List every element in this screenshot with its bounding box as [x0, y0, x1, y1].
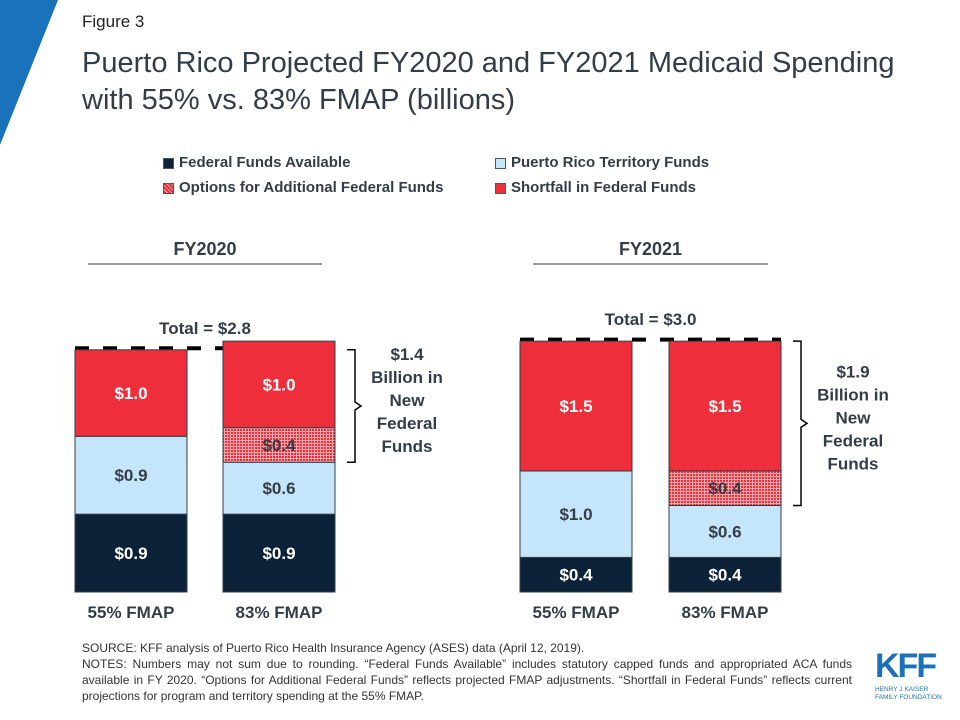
- segment-label: $0.9: [114, 466, 147, 485]
- legend-label: Shortfall in Federal Funds: [511, 179, 697, 196]
- bar-segment: [519, 470, 633, 558]
- source-text: SOURCE: KFF analysis of Puerto Rico Heal…: [82, 641, 585, 655]
- annotation-text: Funds: [828, 454, 879, 473]
- bar-category-label: 83% FMAP: [236, 603, 323, 622]
- legend-label: Options for Additional Federal Funds: [179, 179, 444, 196]
- bar-segment: [74, 349, 188, 437]
- bracket: [347, 349, 363, 463]
- bar-segment: [222, 461, 336, 515]
- annotation-text: $1.4: [390, 345, 424, 364]
- bar-category-label: 83% FMAP: [682, 603, 769, 622]
- logo-mark: KFF: [875, 647, 937, 685]
- segment-label: $0.6: [262, 479, 295, 498]
- annotation-text: Billion in: [371, 368, 443, 387]
- chart-title: Puerto Rico Projected FY2020 and FY2021 …: [82, 47, 895, 116]
- notes-text: NOTES: Numbers may not sum due to roundi…: [82, 657, 852, 703]
- segment-label: $0.9: [114, 544, 147, 563]
- bar-category-label: 55% FMAP: [88, 603, 175, 622]
- legend-swatch: [163, 157, 174, 169]
- bar-segment: [668, 470, 782, 506]
- segment-label: $1.0: [559, 505, 592, 524]
- bar-category-label: 55% FMAP: [533, 603, 620, 622]
- source-notes: SOURCE: KFF analysis of Puerto Rico Heal…: [82, 640, 852, 704]
- group-label: FY2020: [173, 239, 236, 259]
- annotation-text: Funds: [382, 437, 433, 456]
- segment-label: $1.0: [262, 375, 295, 394]
- legend-label: Federal Funds Available: [179, 154, 351, 171]
- segment-label: $0.4: [559, 566, 593, 585]
- legend-swatch: [163, 182, 174, 194]
- bar-segment: [668, 340, 782, 472]
- total-label: Total = $3.0: [605, 310, 697, 329]
- annotation-text: Billion in: [817, 385, 889, 404]
- bar-segment: [222, 340, 336, 429]
- corner-accent: [0, 0, 58, 145]
- legend-label: Puerto Rico Territory Funds: [511, 154, 710, 171]
- annotation-text: Federal: [377, 414, 437, 433]
- segment-label: $1.5: [708, 397, 741, 416]
- bar-segment: [668, 556, 782, 593]
- segment-label: $1.0: [114, 384, 147, 403]
- total-label: Total = $2.8: [159, 319, 251, 338]
- legend-item-options: Options for Additional Federal Funds: [163, 179, 443, 197]
- segment-label: $1.5: [559, 397, 592, 416]
- group-label: FY2021: [619, 239, 682, 259]
- kff-logo: KFF HENRY J KAISER FAMILY FOUNDATION: [875, 646, 942, 702]
- legend-swatch: [495, 182, 506, 194]
- logo-subtitle: HENRY J KAISER FAMILY FOUNDATION: [875, 686, 942, 701]
- segment-label: $0.4: [708, 566, 742, 585]
- annotation-text: $1.9: [836, 362, 869, 381]
- segment-label: $0.4: [262, 436, 296, 455]
- figure-label: Figure 3: [82, 12, 145, 31]
- annotation-text: New: [836, 408, 872, 427]
- bar-segment: [668, 505, 782, 558]
- annotation-text: Federal: [823, 431, 883, 450]
- legend-swatch: [495, 157, 506, 169]
- legend-item-federal: Federal Funds Available: [163, 154, 350, 172]
- annotation-text: New: [390, 391, 426, 410]
- legend-item-shortfall: Shortfall in Federal Funds: [495, 179, 696, 197]
- segment-label: $0.9: [262, 544, 295, 563]
- bracket: [793, 340, 809, 507]
- segment-label: $0.6: [708, 522, 741, 541]
- bar-segment: [74, 435, 188, 515]
- bar-segment: [519, 340, 633, 472]
- bar-segment: [222, 513, 336, 593]
- legend-item-territory: Puerto Rico Territory Funds: [495, 154, 709, 172]
- segment-label: $0.4: [708, 479, 742, 498]
